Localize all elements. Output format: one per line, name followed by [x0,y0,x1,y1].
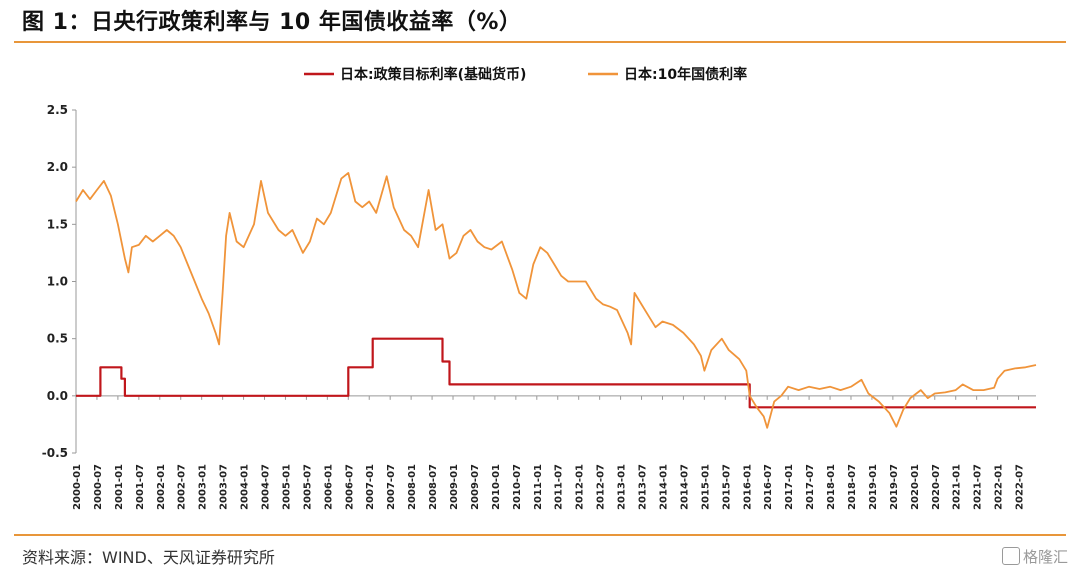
line-chart: 2.52.01.51.00.50.0-0.5 2000-01 2000-07 200… [42,66,1037,510]
page-title: 图 1：日央行政策利率与 10 年国债收益率（%） [22,10,522,35]
title-divider [14,41,1066,43]
x-tick-label: 2013-07 [638,464,649,510]
legend-label: 日本:政策目标利率(基础货币) [340,66,526,83]
watermark-logo: 格隆汇 [1001,546,1068,567]
x-tick-label: 2018-07 [847,464,858,510]
x-tick-label: 2008-07 [428,464,439,510]
x-tick-label: 2010-07 [512,464,523,510]
x-tick-label: 2007-01 [365,464,376,510]
x-tick-label: 2014-01 [658,464,669,510]
x-tick-label: 2016-07 [763,464,774,510]
legend-label: 日本:10年国债利率 [624,66,747,83]
x-tick-label: 2015-07 [721,464,732,510]
y-tick-label: 0.0 [47,389,68,403]
x-tick-label: 2004-07 [261,464,272,510]
x-tick-label: 2022-07 [1015,464,1026,510]
source-note: 资料来源：WIND、天风证券研究所 [22,548,275,567]
series-line-policy-rate [76,337,1036,409]
x-tick-label: 2020-01 [910,464,921,510]
x-tick-label: 2007-07 [386,464,397,510]
chart-series [75,171,1037,429]
y-tick-label: 2.5 [47,103,68,117]
x-tick-label: 2000-07 [93,464,104,510]
x-tick-label: 2005-07 [302,464,313,510]
x-tick-label: 2006-07 [344,464,355,510]
y-tick-labels: 2.5 2.0 1.5 1.0 0.5 0.0 -0.5 [42,103,68,460]
x-tick-label: 2012-01 [575,464,586,510]
logo-icon [1001,547,1020,565]
x-tick-label: 2019-01 [868,464,879,510]
x-tick-label: 2017-01 [784,464,795,510]
series-line-10y-yield [75,171,1037,429]
x-tick-label: 2011-07 [554,464,565,510]
x-tick-label: 2014-07 [679,464,690,510]
x-tick-label: 2003-07 [219,464,230,510]
watermark-text: 格隆汇 [1022,548,1068,566]
x-tick-label: 2016-01 [742,464,753,510]
x-tick-label: 2004-01 [240,464,251,510]
x-tick-label: 2005-01 [281,464,292,510]
chart-axes [72,109,1036,454]
x-tick-labels: 2000-01 2000-07 2001-01 2001-07 2002-01 2002-… [72,464,1026,510]
x-tick-label: 2012-07 [596,464,607,510]
x-tick-label: 2010-01 [491,464,502,510]
x-tick-label: 2009-07 [470,464,481,510]
x-tick-label: 2001-07 [135,464,146,510]
x-tick-label: 2001-01 [114,464,125,510]
y-tick-label: -0.5 [42,446,68,460]
x-tick-label: 2013-01 [617,464,628,510]
x-tick-label: 2021-01 [952,464,963,510]
x-tick-label: 2020-07 [931,464,942,510]
x-tick-label: 2021-07 [973,464,984,510]
x-tick-label: 2008-01 [407,464,418,510]
y-tick-label: 1.5 [47,217,68,231]
y-tick-label: 0.5 [47,332,68,346]
x-tick-label: 2019-07 [889,464,900,510]
x-tick-label: 2011-01 [533,464,544,510]
x-tick-label: 2003-01 [198,464,209,510]
x-tick-label: 2022-01 [994,464,1005,510]
x-tick-label: 2000-01 [72,464,83,510]
x-tick-label: 2017-07 [805,464,816,510]
y-tick-label: 2.0 [47,160,68,174]
x-tick-label: 2002-07 [177,464,188,510]
y-tick-label: 1.0 [47,275,68,289]
x-tick-label: 2015-01 [700,464,711,510]
x-tick-label: 2018-01 [826,464,837,510]
chart-legend: 日本:政策目标利率(基础货币) 日本:10年国债利率 [304,66,747,83]
x-tick-label: 2002-01 [156,464,167,510]
x-tick-label: 2006-01 [323,464,334,510]
x-tick-label: 2009-01 [449,464,460,510]
source-divider [14,534,1066,536]
